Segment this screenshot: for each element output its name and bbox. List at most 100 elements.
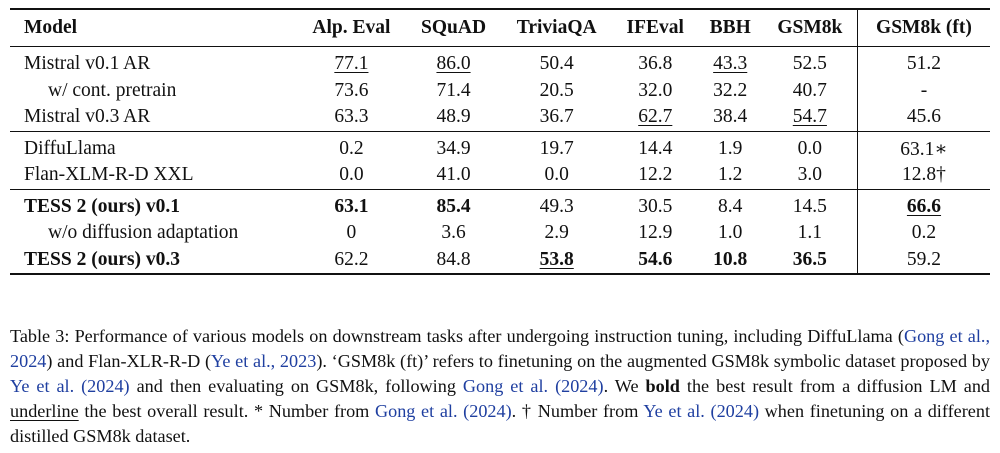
score-value: 63.1 [334,195,369,217]
citation-link[interactable]: Gong et al. (2024) [374,401,512,421]
score-value: 36.8 [638,53,673,75]
score-value: 52.5 [792,53,827,75]
score-cell: 50.4 [501,47,613,78]
score-cell: 62.2 [296,246,407,275]
score-cell: 0.2 [296,130,407,162]
score-value: 85.4 [436,195,471,217]
score-cell: - [856,77,990,104]
score-value: 12.8† [902,164,946,186]
score-cell: 71.4 [406,78,500,105]
score-value: 1.9 [718,137,743,159]
score-value: 77.1 [334,53,369,75]
score-cell: 20.5 [501,78,613,105]
score-value: 1.1 [797,222,823,244]
citation-link[interactable]: Ye et al. (2024) [643,401,759,421]
score-cell: 38.4 [698,104,763,131]
caption-text: ) and Flan-XLR-R-D ( [46,351,212,371]
score-cell: 12.9 [613,220,698,247]
table-body: Mistral v0.1 AR 77.1 86.0 50.4 36.8 43.3 52.5 5… [10,46,990,275]
score-cell: 1.1 [763,220,858,247]
score-cell: 36.7 [501,104,613,131]
score-value: 71.4 [436,79,471,101]
citation-link[interactable]: Gong et al. (2024) [462,376,604,396]
column-header: IFEval [612,8,698,47]
score-value: 30.5 [638,195,673,217]
score-cell: 54.7 [763,104,858,131]
score-value: 62.7 [638,106,673,128]
score-cell: 12.2 [613,162,698,189]
score-cell: 52.5 [763,47,858,78]
caption-text: the best result from a diffusion LM and [679,376,991,396]
score-value: 66.6 [906,195,942,217]
model-name-cell: TESS 2 (ours) v0.3 [10,246,297,275]
score-value: 2.9 [544,222,569,244]
score-value: 54.6 [638,248,673,270]
score-cell: 49.3 [500,188,613,220]
score-value: 53.8 [539,248,574,270]
score-cell: 34.9 [406,130,501,162]
score-cell: 73.6 [296,78,406,105]
score-value: 45.6 [906,106,942,128]
model-name-cell: w/ cont. pretrain [48,79,177,101]
score-value: 12.2 [638,164,673,186]
score-cell: 30.5 [612,188,698,220]
column-header: GSM8k [762,8,858,47]
column-header: GSM8k (ft) [856,8,990,47]
score-cell: 8.4 [697,188,763,220]
caption-text: . We [603,376,646,396]
score-cell: 3.0 [763,162,858,189]
column-header: BBH [697,8,763,47]
caption-text: the best overall result. * Number from [78,401,375,421]
table-row: Mistral v0.3 AR 63.3 48.9 36.7 62.7 38.4 54.7 4… [10,104,990,131]
score-cell: 85.4 [406,188,501,220]
column-header: Model [10,8,297,47]
citation-link[interactable]: Ye et al. (2024) [10,376,130,396]
table-row: w/o diffusion adaptation 0 3.6 2.9 12.9 1.0 1.… [10,220,990,247]
citation-link[interactable]: Gong et al., 2024 [10,326,991,371]
score-value: 1.2 [718,164,743,186]
score-value: 41.0 [436,164,471,186]
model-name-cell: Mistral v0.3 AR [24,106,151,128]
score-cell: 53.8 [500,246,613,275]
score-value: 38.4 [713,106,748,128]
score-cell: 32.2 [698,78,763,105]
score-value: 48.9 [436,106,471,128]
table-header-row: Model Alp. Eval SQuAD TriviaQA IFEval BBH GSM8… [10,8,990,47]
score-cell: 36.8 [613,47,698,78]
score-cell: 2.9 [501,220,613,247]
score-cell: 32.0 [613,78,698,105]
score-value: 8.4 [718,195,743,217]
score-cell: 3.6 [406,220,500,247]
score-value: 36.7 [539,106,574,128]
score-value: 62.2 [334,248,369,270]
score-value: 19.7 [539,137,574,159]
score-cell: 43.3 [698,47,763,78]
table-row: Flan-XLM-R-D XXL 0.0 41.0 0.0 12.2 1.2 3.0 12.8… [10,162,990,189]
score-value: 14.4 [638,137,673,159]
score-value: 84.8 [436,248,471,270]
score-value: 14.5 [792,195,827,217]
score-value: 50.4 [539,53,574,75]
score-value: 73.6 [334,79,369,101]
caption-text: . † Number from [511,401,644,421]
score-value: 34.9 [436,137,471,159]
score-value: 10.8 [713,248,748,270]
score-cell: 1.2 [698,162,763,189]
citation-link[interactable]: Ye et al., 2023 [211,351,317,371]
score-cell: 0.0 [762,130,858,162]
column-header: Alp. Eval [296,8,407,47]
score-cell: 1.0 [698,220,763,247]
score-cell: 0 [296,220,406,247]
score-cell: 86.0 [406,47,500,78]
score-value: 40.7 [792,79,827,101]
score-value: 86.0 [436,53,471,75]
score-value: 49.3 [539,195,574,217]
caption-text: ). ‘GSM8k (ft)’ refers to finetuning on … [316,351,990,371]
score-value: 63.3 [334,106,369,128]
model-name-cell: w/o diffusion adaptation [48,222,239,244]
caption-text: when finetuning on a different distilled… [10,401,990,446]
results-table: Model Alp. Eval SQuAD TriviaQA IFEval BBH GSM8… [10,8,990,275]
score-cell: 54.6 [612,246,698,275]
score-value: 3.0 [797,164,823,186]
score-value: 20.5 [539,79,574,101]
